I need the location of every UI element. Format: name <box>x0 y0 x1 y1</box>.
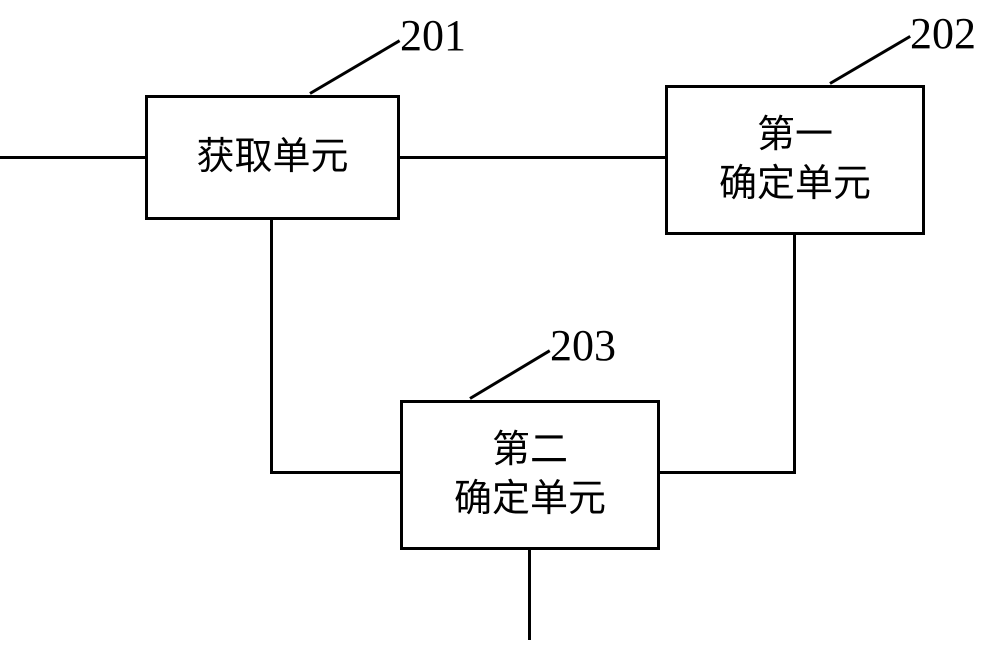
box-201-text: 获取单元 <box>196 133 348 182</box>
connector-line <box>0 156 145 159</box>
box-203-second-determine-unit: 第二 确定单元 <box>400 400 660 550</box>
leader-line <box>309 39 401 95</box>
connector-line <box>660 471 796 474</box>
label-203: 203 <box>550 320 616 371</box>
label-202: 202 <box>910 8 976 59</box>
box-202-line2: 确定单元 <box>719 160 871 209</box>
connector-line <box>270 220 273 474</box>
connector-line <box>528 550 531 640</box>
label-201: 201 <box>400 10 466 61</box>
leader-line <box>829 35 911 85</box>
connector-line <box>270 471 400 474</box>
leader-line <box>469 349 551 400</box>
box-201-acquire-unit: 获取单元 <box>145 95 400 220</box>
connector-line <box>793 235 796 474</box>
box-202-first-determine-unit: 第一 确定单元 <box>665 85 925 235</box>
connector-line <box>400 156 665 159</box>
diagram-canvas: 获取单元 第一 确定单元 第二 确定单元 201 202 203 <box>0 0 1000 667</box>
box-203-line2: 确定单元 <box>454 475 606 524</box>
box-203-line1: 第二 <box>492 426 568 475</box>
box-202-line1: 第一 <box>757 111 833 160</box>
